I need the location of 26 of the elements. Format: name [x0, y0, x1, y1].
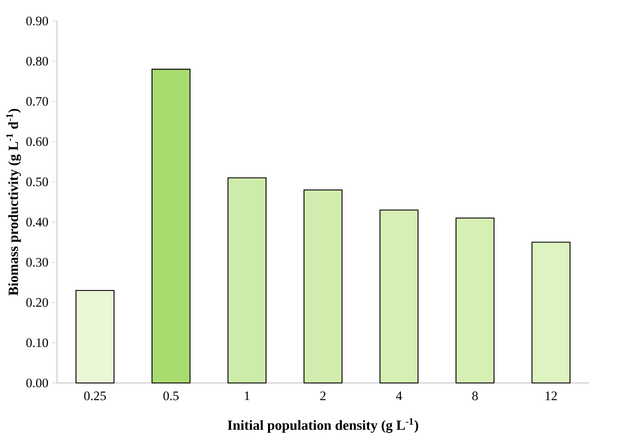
x-axis-title: Initial population density (g L$^{-1}$): [228, 418, 418, 433]
y-tick-label: 0.00: [26, 378, 48, 388]
bar: [76, 290, 114, 384]
y-tick-label: 0.90: [26, 16, 48, 26]
x-tick-label: 0.5: [163, 392, 179, 400]
y-axis-title: Biomass productivity (g L$^{-1}$ d$^{-1}$): [6, 108, 21, 296]
bar: [456, 218, 494, 384]
bar: [304, 189, 342, 384]
bar: [380, 210, 418, 384]
y-tick-label: 0.10: [26, 338, 48, 348]
bar: [152, 68, 190, 384]
bar: [532, 242, 570, 384]
y-tick-label: 0.50: [26, 177, 48, 186]
x-tick-label: 8: [472, 392, 478, 400]
y-tick-label: 0.40: [26, 218, 48, 227]
bar: [228, 177, 266, 384]
x-tick-label: 4: [396, 392, 402, 400]
y-tick-label: 0.20: [26, 298, 48, 307]
x-tick-label: 12: [546, 392, 557, 400]
y-tick-label: 0.70: [26, 97, 48, 106]
y-tick-label: 0.60: [26, 137, 48, 146]
x-tick-label: 0.25: [84, 392, 106, 400]
x-tick-label: 2: [320, 392, 326, 400]
x-tick-label: 1: [244, 392, 250, 400]
y-tick-label: 0.80: [26, 56, 48, 66]
y-tick-label: 0.30: [26, 258, 48, 267]
